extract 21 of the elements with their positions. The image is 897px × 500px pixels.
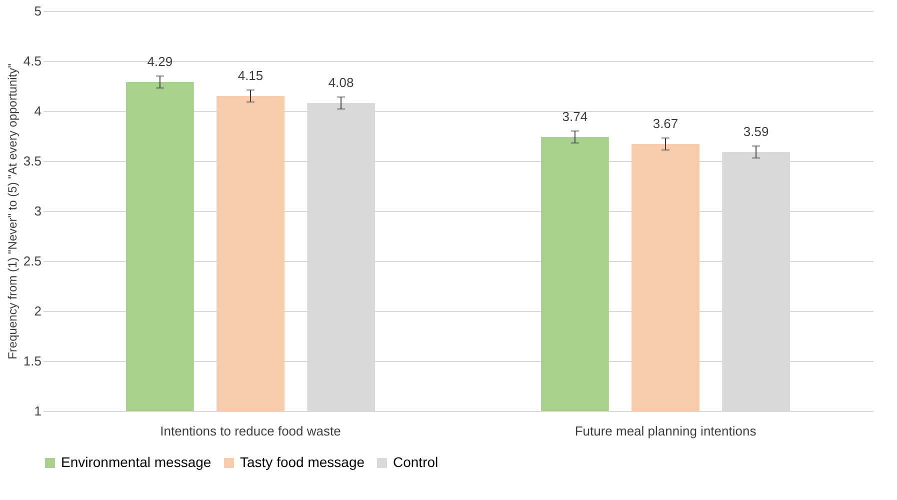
legend-label: Control [393, 454, 438, 470]
data-label: 3.74 [562, 109, 588, 124]
y-tick-label: 1 [34, 404, 42, 418]
y-tick-label: 2 [34, 304, 42, 318]
y-tick-label: 4.5 [23, 54, 42, 68]
data-label: 3.59 [743, 124, 769, 139]
y-axis-title: Frequency from (1) "Never" to (5) "At every opportunity" [5, 64, 20, 360]
x-tick-label: Future meal planning intentions [574, 424, 757, 438]
y-tick-label: 5 [34, 4, 42, 18]
legend-label: Tasty food message [240, 454, 365, 470]
y-tick-label: 1.5 [23, 354, 42, 368]
data-label: 4.29 [147, 54, 173, 69]
data-label: 4.08 [328, 75, 354, 90]
x-tick-label: Intentions to reduce food waste [160, 424, 341, 438]
data-label: 4.15 [238, 68, 264, 83]
y-tick-label: 3.5 [23, 154, 42, 168]
y-tick-label: 2.5 [23, 254, 42, 268]
y-tick-label: 4 [34, 104, 42, 118]
y-tick-label: 3 [34, 204, 42, 218]
data-label: 3.67 [652, 116, 678, 131]
legend-label: Environmental message [61, 454, 212, 470]
